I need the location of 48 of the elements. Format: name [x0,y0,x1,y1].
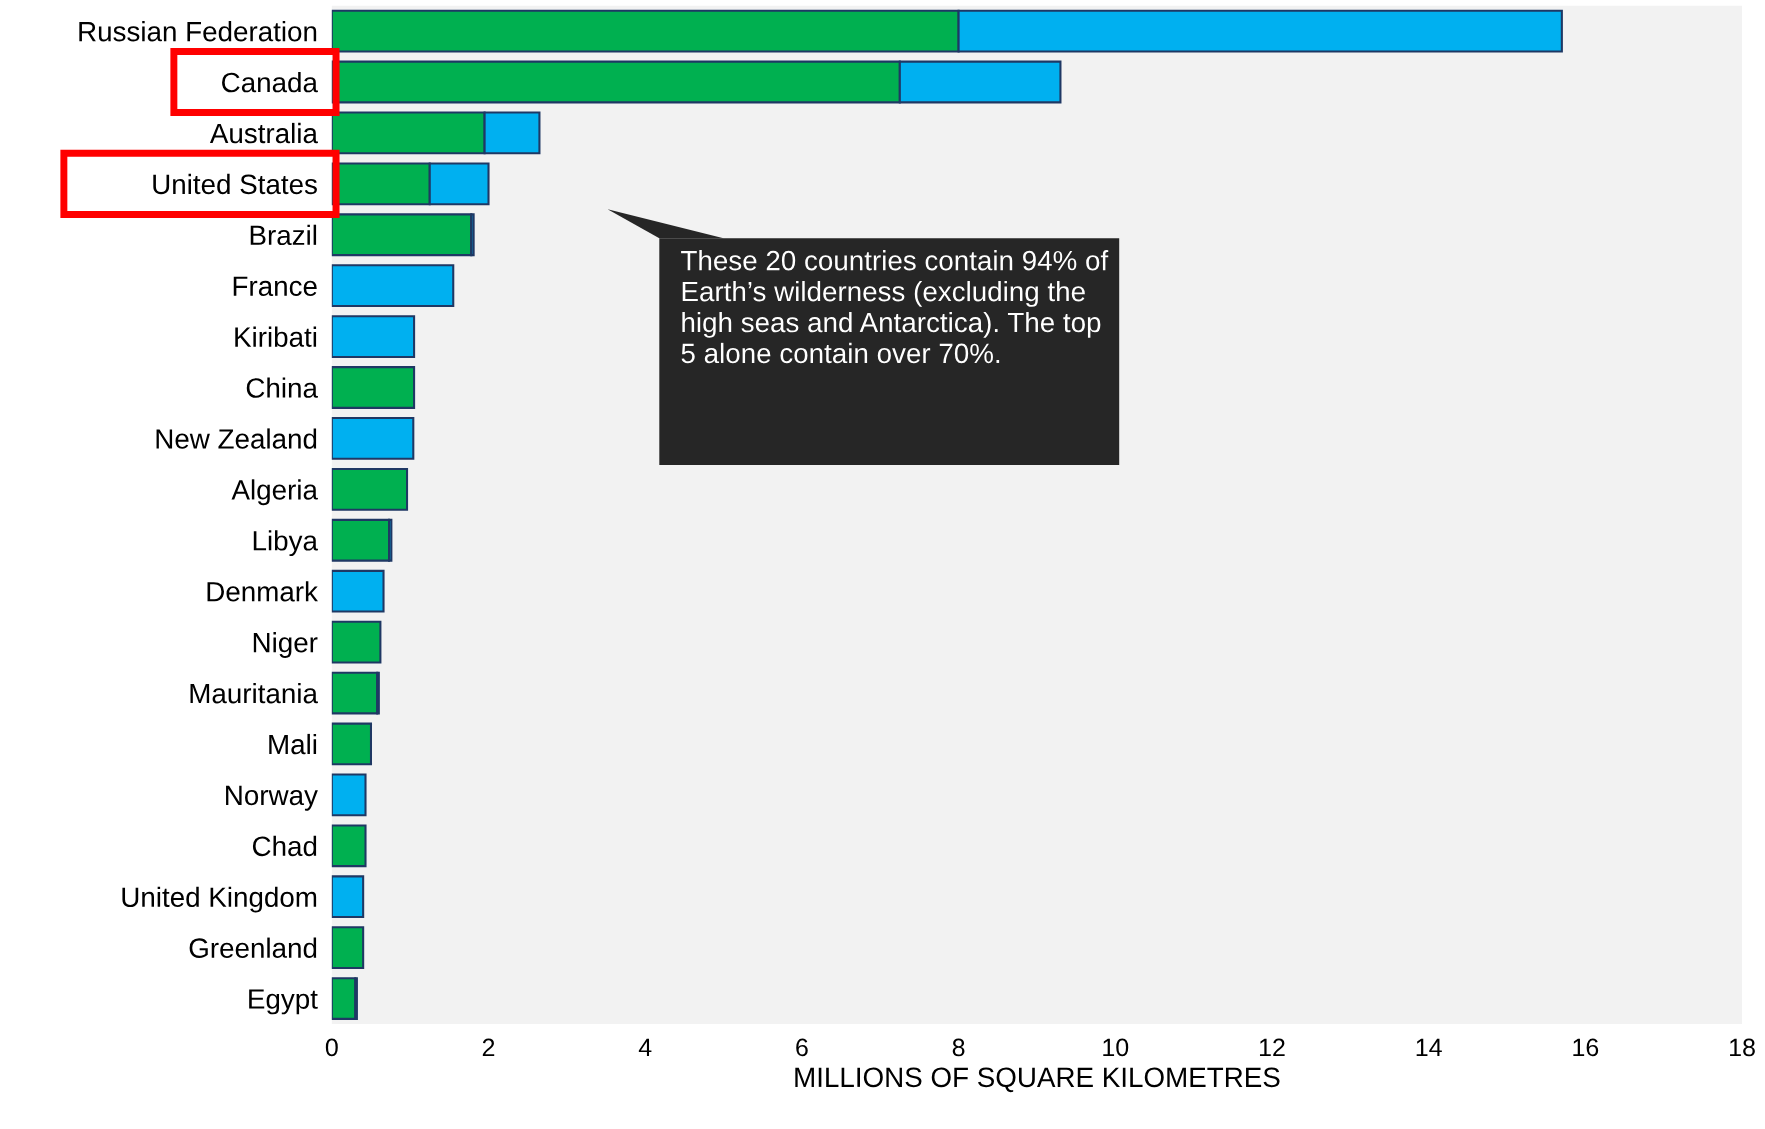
x-tick-label: 0 [325,1038,338,1057]
y-tick-label: Canada [222,71,318,93]
y-tick-label: Chad [252,835,317,857]
x-axis-title: MILLIONS OF SQUARE KILOMETRES [795,1067,1280,1093]
bar [331,467,409,511]
y-tick-label: Libya [253,530,318,557]
y-tick-label: Mauritania [190,682,318,704]
bar [331,926,365,970]
bar [331,824,367,868]
bar [331,977,357,1020]
bar [331,518,391,562]
bar [331,569,385,613]
y-tick-label: Mali [269,733,317,755]
bar [331,264,455,308]
y-tick-label: China [246,377,318,398]
x-tick-label: 16 [1573,1038,1599,1057]
bar [331,366,416,409]
x-tick-label: 4 [638,1038,652,1057]
x-tick-label: 10 [1103,1038,1129,1057]
y-tick-label: Denmark [207,581,318,602]
y-tick-label: Norway [226,785,318,811]
y-tick-label: Niger [253,632,318,658]
bar [331,620,382,664]
y-tick-label: Egypt [249,989,318,1015]
y-tick-label: Algeria [231,479,318,506]
y-tick-label: Australia [209,122,318,144]
y-tick-label: Kiribati [235,326,317,347]
bar [331,671,379,715]
x-tick-label: 18 [1730,1038,1755,1057]
x-tick-label: 2 [482,1038,495,1057]
annotation: These 20 countries contain 94% of Earth’s wilderness (excluding the high seas and Antarctica). The top 5 alone contain over 70%. [681,250,1109,364]
x-tick-label: 12 [1259,1038,1285,1057]
x-tick-label: 14 [1416,1038,1442,1057]
bar [331,315,416,359]
bar [331,417,415,460]
y-tick-label: United States [153,173,317,195]
y-tick-label: France [233,276,317,297]
y-tick-label: Brazil [250,224,317,246]
bar [331,875,365,919]
bar [331,773,367,817]
x-tick-label: 8 [952,1038,965,1057]
y-tick-label: Russian Federation [79,21,317,42]
y-tick-label: New Zealand [156,428,317,449]
y-tick-label: United Kingdom [122,886,317,913]
bar [331,722,373,766]
y-tick-label: Greenland [189,937,317,958]
bar [331,213,473,257]
x-tick-label: 6 [796,1038,808,1057]
